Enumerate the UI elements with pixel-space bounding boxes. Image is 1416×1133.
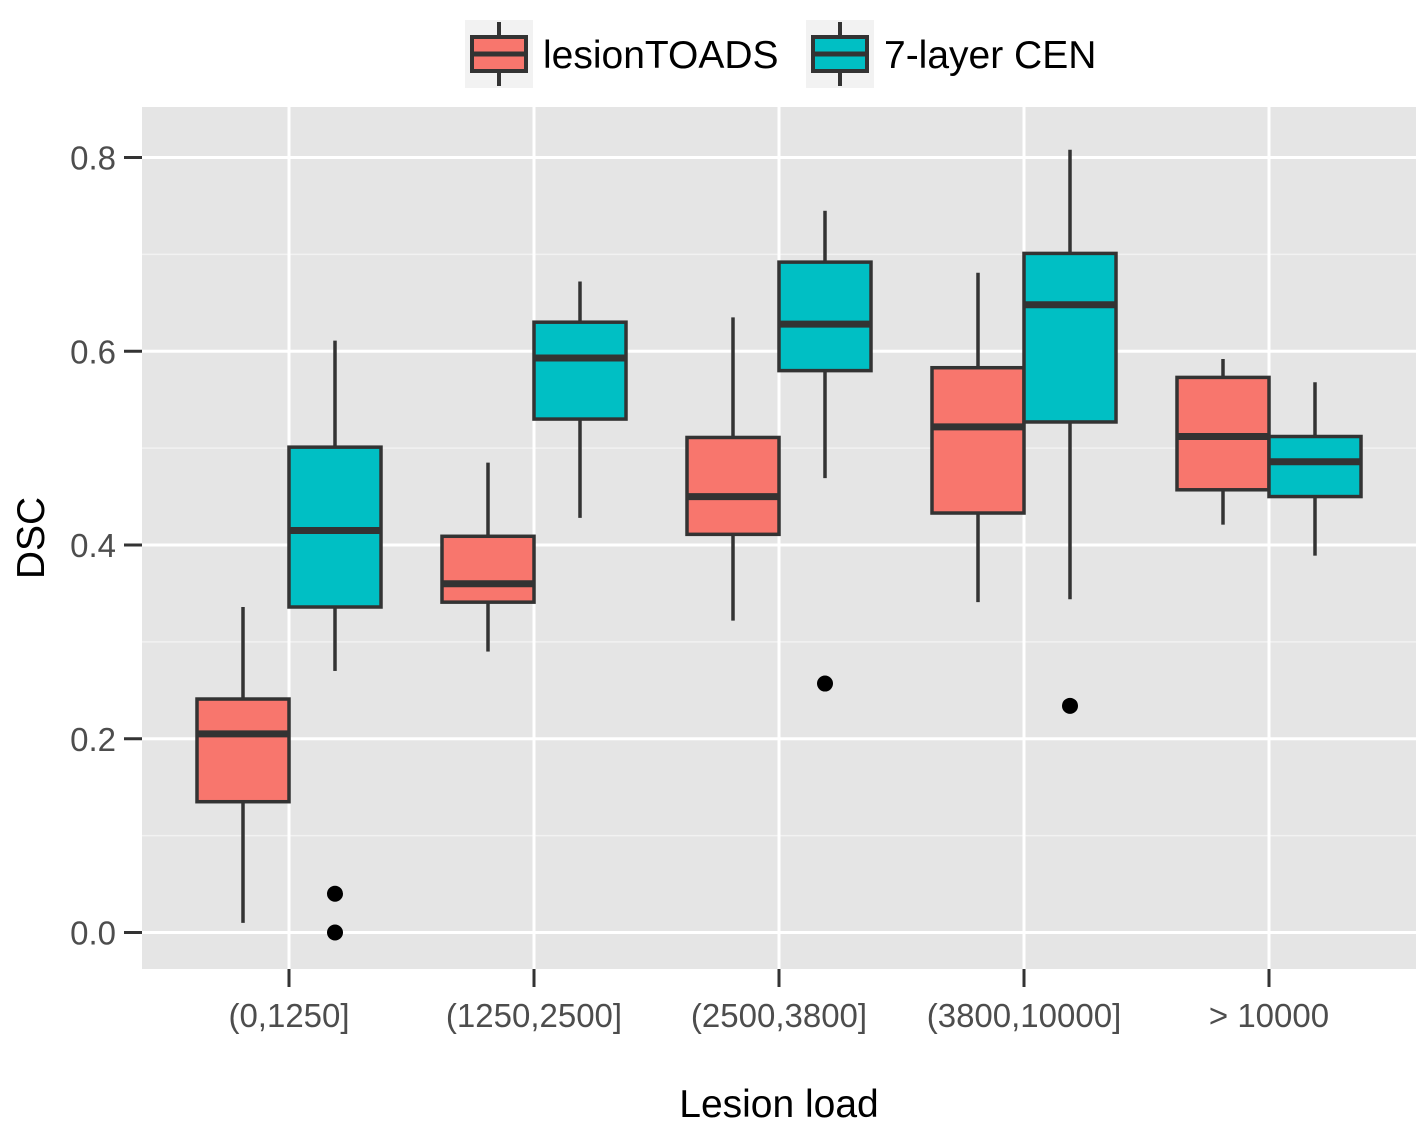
legend-label-lesiontoads: lesionTOADS: [543, 34, 779, 77]
box-7-layer-cen-2: [777, 210, 873, 692]
box-7-layer-cen-3: [1022, 149, 1118, 714]
y-tick-label: 0.4: [70, 527, 116, 564]
box-iqr: [532, 320, 628, 421]
outlier-point: [817, 675, 833, 692]
axes: 0.0 0.2 0.4 0.6 0.8 (0,1250] (1250,2500] (2500,…: [70, 140, 1329, 1035]
box-lesiontoads-1: [440, 462, 536, 652]
x-tick-label: (1250,2500]: [446, 997, 622, 1034]
box-iqr: [685, 435, 781, 537]
box-lesiontoads-0: [195, 607, 291, 923]
x-tick-label: (0,1250]: [228, 997, 349, 1034]
y-tick-label: 0.8: [70, 140, 116, 177]
x-tick-label: (3800,10000]: [927, 997, 1122, 1034]
outlier-point: [327, 924, 343, 941]
outlier-point: [327, 885, 343, 902]
legend-item-7-layer-cen: 7-layer CEN: [806, 20, 1096, 88]
y-tick-label: 0.6: [70, 333, 116, 370]
box-lesiontoads-2: [685, 317, 781, 621]
box-iqr: [777, 260, 873, 373]
legend-item-lesiontoads: lesionTOADS: [465, 20, 779, 88]
box-7-layer-cen-4: [1267, 382, 1363, 556]
y-tick-label: 0.0: [70, 915, 116, 952]
box-iqr: [195, 697, 291, 804]
box-iqr: [1022, 251, 1118, 424]
x-tick-label: (2500,3800]: [691, 997, 867, 1034]
y-tick-label: 0.2: [70, 721, 116, 758]
box-lesiontoads-4: [1175, 359, 1271, 525]
boxes: [195, 149, 1363, 941]
box-iqr: [930, 365, 1026, 515]
x-axis-title: Lesion load: [679, 1083, 879, 1126]
x-tick-label: > 10000: [1209, 997, 1329, 1034]
box-iqr: [1267, 434, 1363, 499]
box-7-layer-cen-0: [287, 340, 383, 941]
box-iqr: [440, 534, 536, 604]
y-axis-title: DSC: [10, 497, 53, 579]
box-lesiontoads-3: [930, 272, 1026, 603]
box-7-layer-cen-1: [532, 281, 628, 518]
legend: lesionTOADS 7-layer CEN: [465, 20, 1096, 88]
legend-label-7-layer-cen: 7-layer CEN: [884, 34, 1096, 77]
outlier-point: [1062, 697, 1078, 714]
